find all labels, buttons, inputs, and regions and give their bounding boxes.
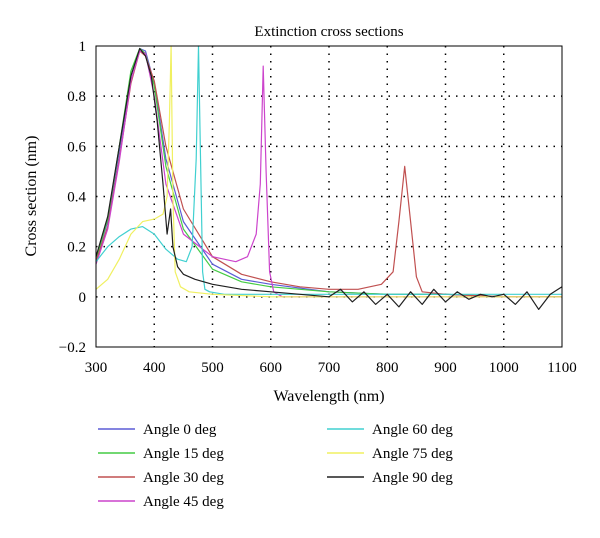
legend: Angle 0 deg Angle 15 deg Angle 30 deg Angle…: [98, 422, 453, 510]
y-tick-label: −0.2: [59, 340, 86, 356]
x-tick-label: 1100: [547, 360, 576, 376]
legend-label-4: Angle 60 deg: [372, 422, 453, 438]
y-tick-label: 0: [79, 290, 87, 306]
legend-label-3: Angle 45 deg: [143, 494, 224, 510]
x-tick-label: 1000: [489, 360, 519, 376]
y-tick-label: 0.4: [67, 190, 86, 206]
y-axis-label: Cross section (nm): [23, 136, 40, 257]
y-tick-label: 0.8: [67, 89, 86, 105]
legend-label-0: Angle 0 deg: [143, 422, 217, 438]
x-tick-label: 600: [260, 360, 283, 376]
x-tick-labels: 300 400 500 600 700 800 900 1000 1100: [85, 360, 577, 376]
series-line-1: [95, 47, 562, 298]
legend-label-2: Angle 30 deg: [143, 470, 224, 486]
y-tick-labels: −0.2 0 0.2 0.4 0.6 0.8 1: [59, 39, 87, 356]
legend-label-1: Angle 15 deg: [143, 446, 224, 462]
y-tick-label: 1: [79, 39, 87, 55]
legend-label-5: Angle 75 deg: [372, 446, 453, 462]
series-line-0: [95, 47, 562, 298]
x-axis-label: Wavelength (nm): [273, 388, 384, 405]
x-tick-label: 800: [376, 360, 399, 376]
x-tick-label: 500: [201, 360, 224, 376]
x-tick-label: 700: [318, 360, 341, 376]
grid: [96, 46, 562, 347]
y-tick-label: 0.6: [67, 139, 86, 155]
y-tick-label: 0.2: [67, 240, 86, 256]
x-tick-label: 900: [434, 360, 457, 376]
x-tick-label: 300: [85, 360, 108, 376]
series-group: [95, 45, 563, 310]
series-line-6: [95, 47, 563, 310]
chart-title: Extinction cross sections: [254, 24, 403, 40]
plot-frame: [95, 45, 563, 348]
legend-label-6: Angle 90 deg: [372, 470, 453, 486]
x-tick-label: 400: [143, 360, 166, 376]
